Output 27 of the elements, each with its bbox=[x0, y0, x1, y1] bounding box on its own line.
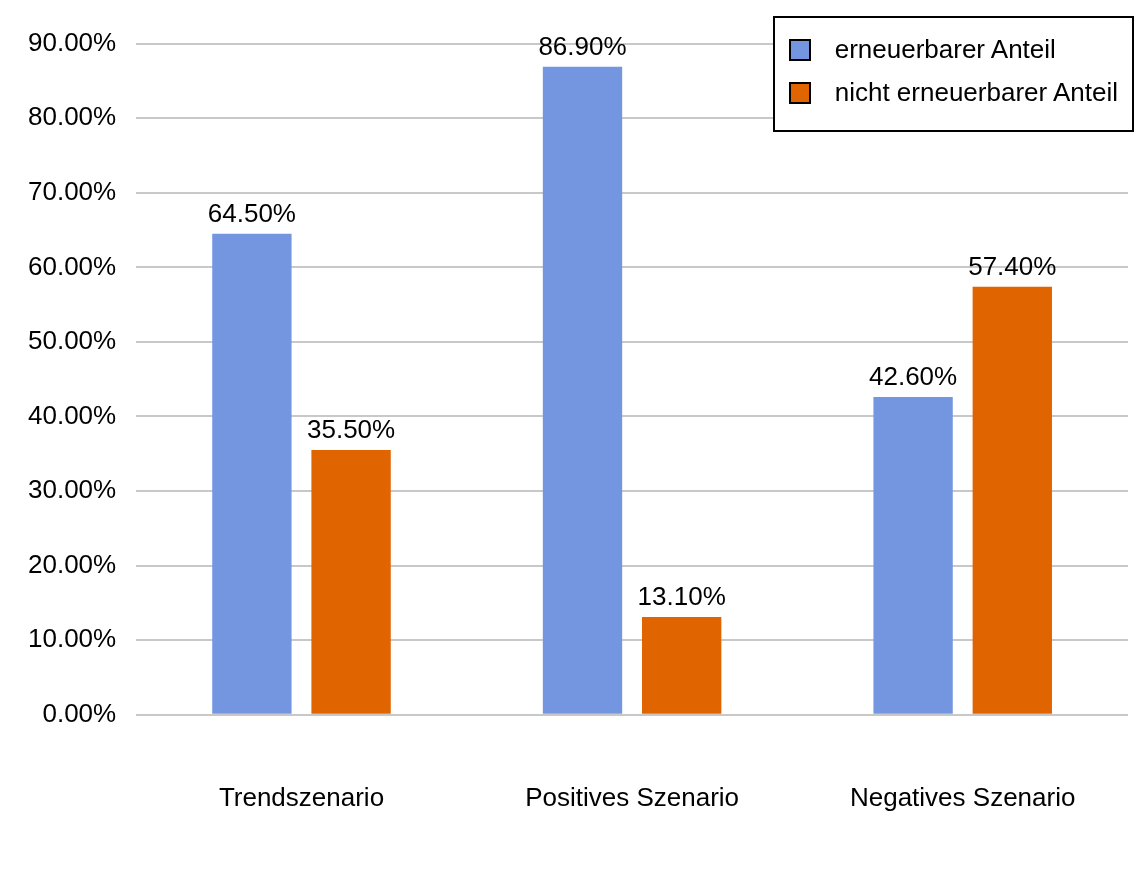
bar bbox=[212, 233, 292, 714]
data-label: 42.60% bbox=[869, 361, 958, 392]
y-tick-label: 90.00% bbox=[27, 26, 117, 57]
x-tick-label: Positives Szenario bbox=[525, 781, 740, 812]
data-label: 35.50% bbox=[306, 414, 396, 445]
data-label: 64.50% bbox=[207, 197, 296, 228]
y-tick-label: 70.00% bbox=[27, 175, 117, 206]
data-label: 86.90% bbox=[538, 30, 627, 61]
y-tick-label: 60.00% bbox=[27, 250, 117, 281]
bar bbox=[972, 286, 1052, 714]
y-tick-label: 20.00% bbox=[27, 548, 117, 579]
x-tick-label: Negatives Szenario bbox=[849, 781, 1076, 812]
y-tick-label: 0.00% bbox=[42, 697, 117, 728]
data-label: 57.40% bbox=[968, 250, 1057, 281]
legend-label: nicht erneuerbarer Anteil bbox=[834, 77, 1118, 108]
y-tick-label: 80.00% bbox=[27, 101, 117, 132]
y-tick-label: 40.00% bbox=[27, 399, 117, 430]
bar bbox=[873, 397, 953, 714]
y-tick-label: 50.00% bbox=[27, 325, 117, 356]
legend-label: erneuerbarer Anteil bbox=[834, 34, 1056, 65]
x-tick-label: Trendszenario bbox=[218, 781, 385, 812]
y-tick-label: 30.00% bbox=[27, 474, 117, 505]
bar bbox=[311, 450, 391, 714]
bar bbox=[542, 66, 623, 714]
data-label: 13.10% bbox=[637, 581, 726, 612]
bar bbox=[642, 617, 722, 714]
y-tick-label: 10.00% bbox=[27, 623, 117, 654]
